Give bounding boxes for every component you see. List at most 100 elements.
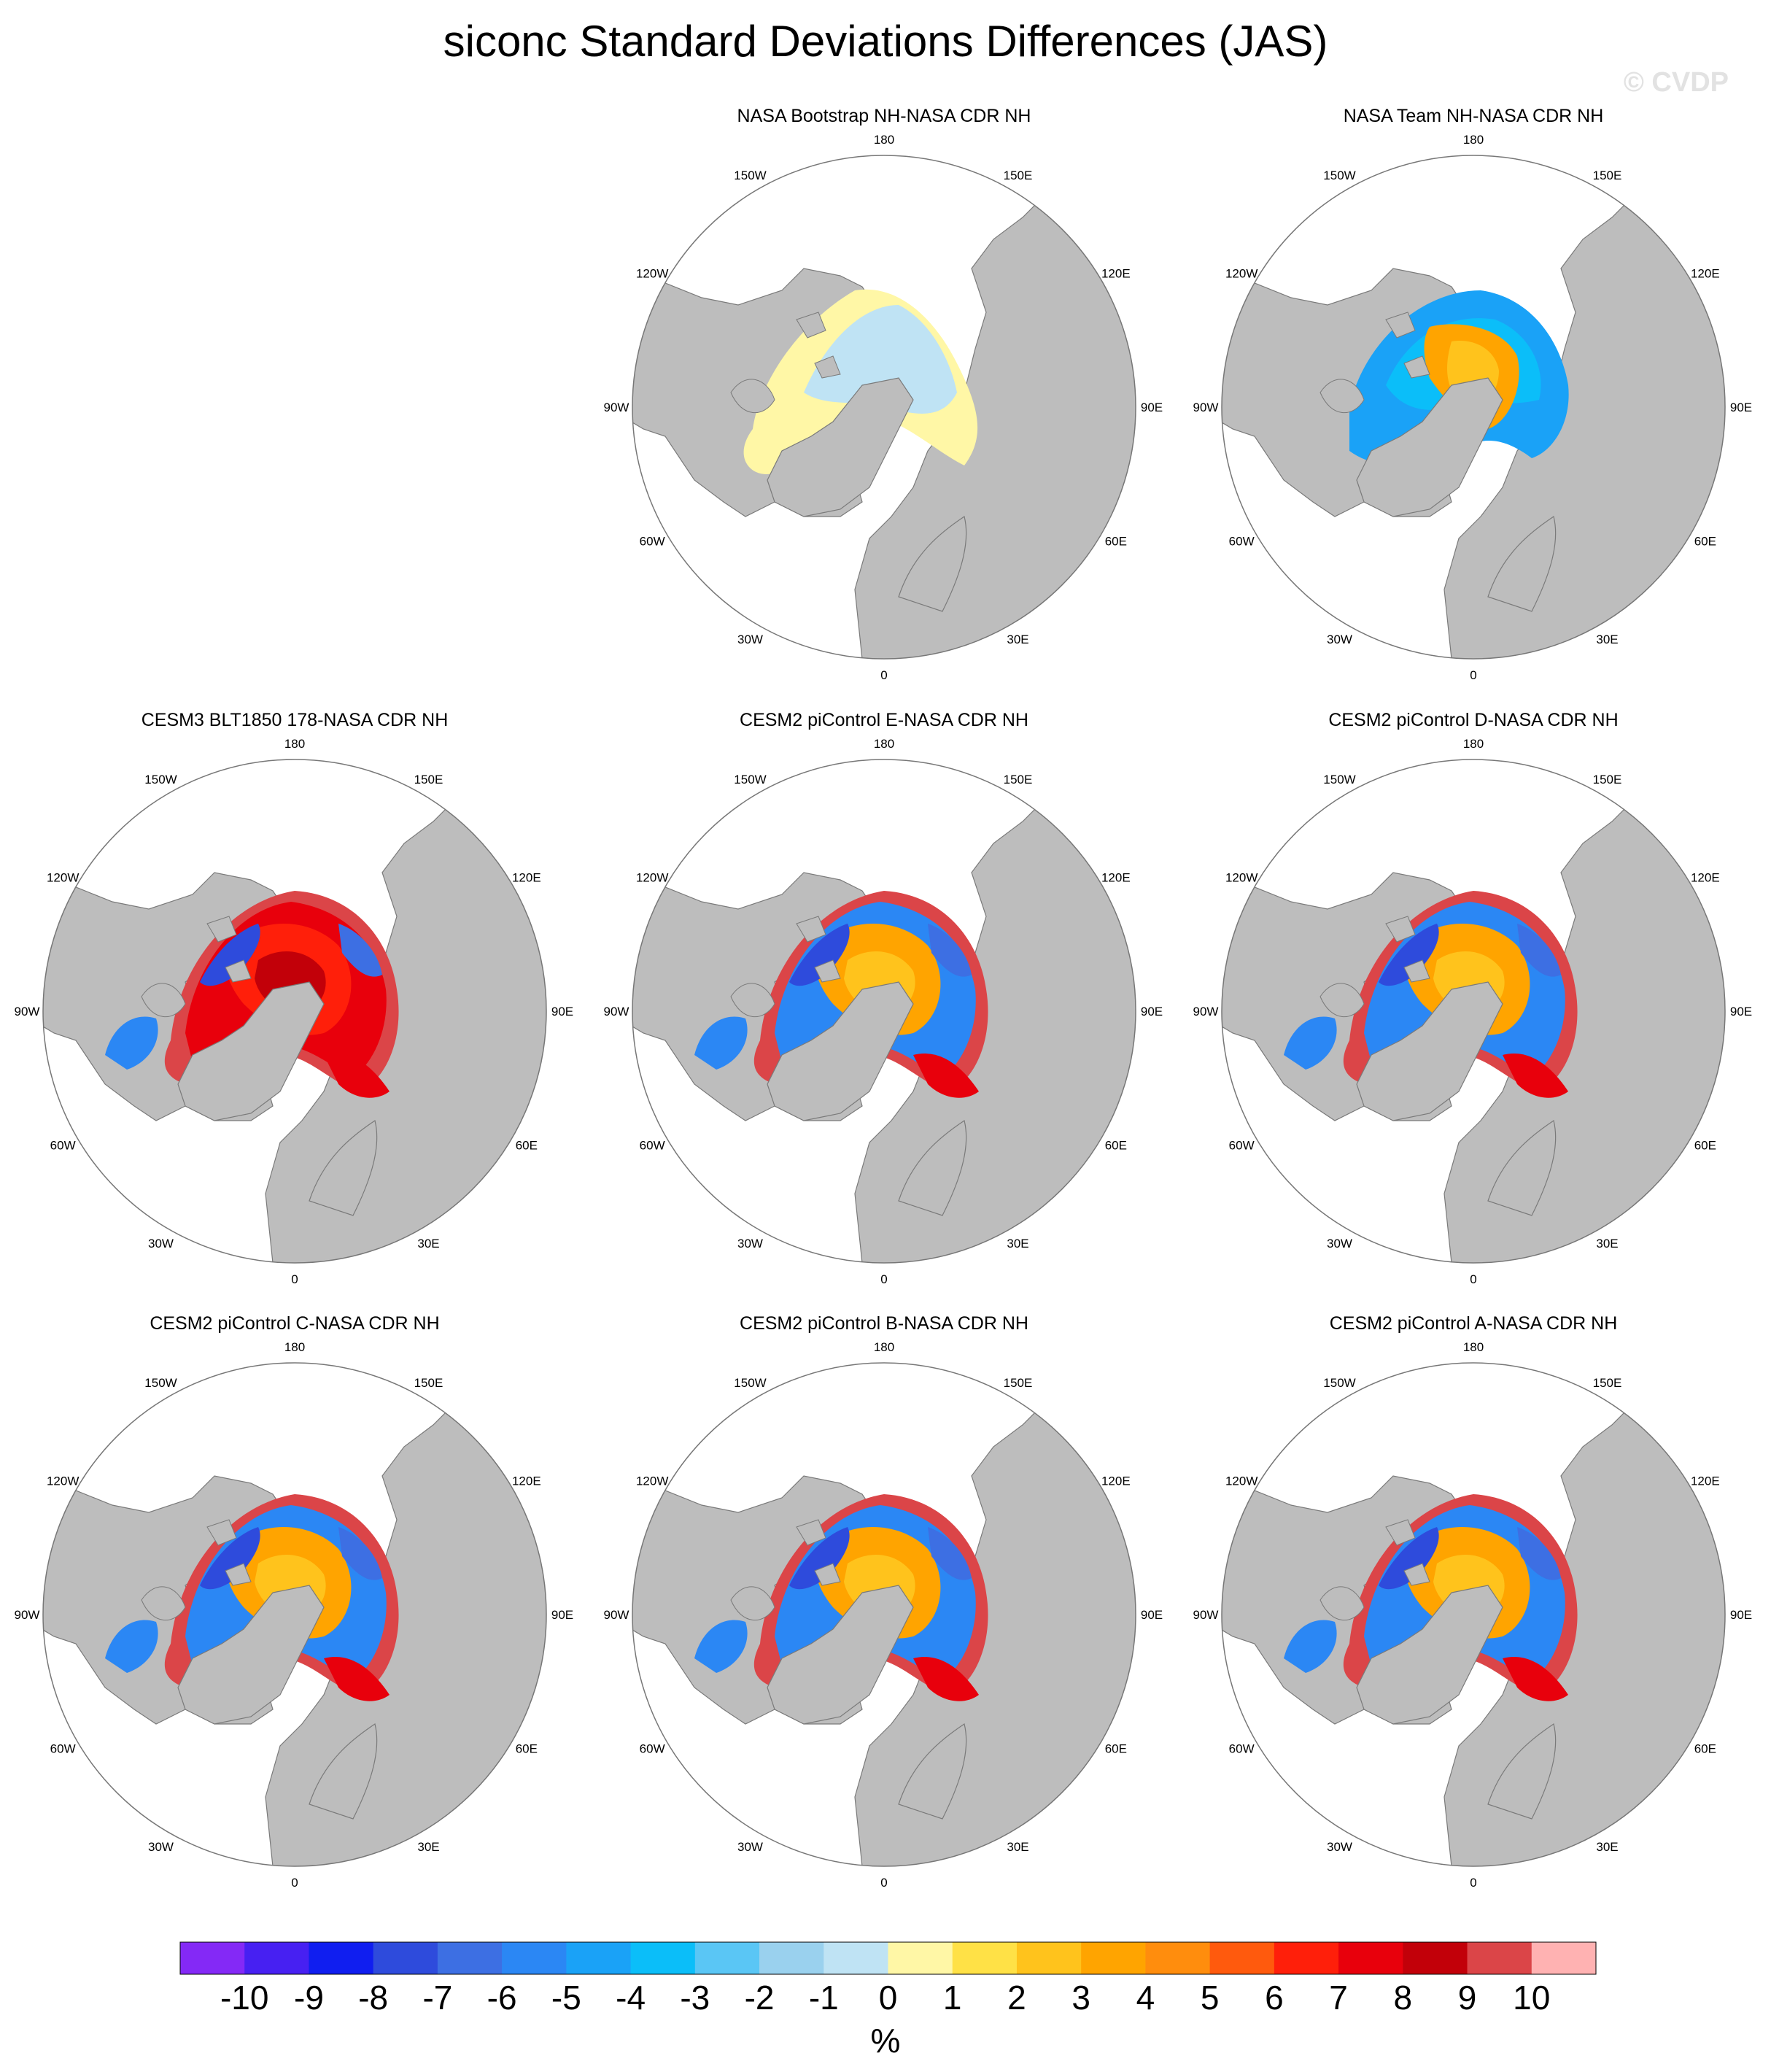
scandinavia-land <box>1487 1120 1557 1216</box>
polar-map: 180 150E 120E 90E 60E 30E 0 30W 60W 90W 120W 150W <box>1193 133 1753 681</box>
colorbar-swatch <box>630 1942 696 1974</box>
colorbar-swatch <box>888 1942 953 1974</box>
colorbar-units: % <box>870 2022 901 2060</box>
longitude-label: 30E <box>1596 633 1618 646</box>
longitude-label: 120W <box>47 871 79 885</box>
longitude-label: 0 <box>291 1272 298 1285</box>
panel-title: CESM3 BLT1850 178-NASA CDR NH <box>141 710 449 730</box>
colorbar-tick-label: 6 <box>1265 1979 1284 2017</box>
colorbar-swatch <box>437 1942 503 1974</box>
longitude-label: 150E <box>1593 169 1622 182</box>
colorbar-swatch <box>180 1942 245 1974</box>
colorbar-tick-label: -8 <box>358 1979 388 2017</box>
longitude-label: 150E <box>1004 1376 1033 1390</box>
colorbar-swatch <box>373 1942 438 1974</box>
longitude-label: 30W <box>148 1840 174 1854</box>
panel-title: CESM2 piControl D-NASA CDR NH <box>1328 710 1619 730</box>
longitude-label: 120W <box>636 871 668 885</box>
longitude-label: 150W <box>734 169 766 182</box>
colorbar-tick-label: -4 <box>616 1979 646 2017</box>
longitude-label: 90E <box>1730 1005 1752 1018</box>
map-panel: CESM2 piControl E-NASA CDR NH 180 150E 120E… <box>589 710 1179 1285</box>
greenland-land <box>767 377 914 517</box>
longitude-label: 120E <box>512 1474 541 1488</box>
longitude-label: 120W <box>636 1474 668 1488</box>
longitude-label: 90W <box>1193 1005 1219 1018</box>
panel-title: CESM2 piControl E-NASA CDR NH <box>740 710 1028 730</box>
longitude-label: 60W <box>640 1742 665 1756</box>
colorbar-swatch <box>1467 1942 1532 1974</box>
colorbar-tick-label: -7 <box>422 1979 452 2017</box>
longitude-label: 60E <box>516 1139 538 1153</box>
longitude-label: 90E <box>1730 1608 1752 1622</box>
longitude-label: 180 <box>874 1340 894 1354</box>
longitude-label: 120E <box>1101 871 1131 885</box>
map-boundary <box>632 759 1136 1264</box>
colorbar-swatch <box>244 1942 309 1974</box>
longitude-label: 150W <box>144 1376 177 1390</box>
scandinavia-land <box>898 1723 967 1820</box>
longitude-label: 150E <box>414 773 443 786</box>
longitude-label: 0 <box>880 1272 887 1285</box>
figure-title: siconc Standard Deviations Differences (… <box>443 17 1328 66</box>
colorbar-tick-label: 2 <box>1007 1979 1026 2017</box>
colorbar-frame <box>179 1941 1597 1975</box>
longitude-label: 90W <box>604 1608 629 1622</box>
greenland-land <box>1356 981 1503 1121</box>
longitude-label: 60W <box>1229 1742 1255 1756</box>
longitude-label: 90E <box>1730 401 1752 414</box>
longitude-label: 150W <box>734 1376 766 1390</box>
longitude-label: 60E <box>1694 1742 1716 1756</box>
longitude-label: 60E <box>1105 535 1127 549</box>
longitude-label: 30W <box>737 633 763 646</box>
scandinavia-land <box>1487 1723 1557 1820</box>
colorbar-tick-label: -6 <box>487 1979 517 2017</box>
longitude-label: 150E <box>1593 773 1622 786</box>
longitude-label: 0 <box>1470 668 1476 681</box>
greenland-land <box>177 1585 325 1725</box>
longitude-label: 30E <box>417 1840 439 1854</box>
longitude-label: 180 <box>874 737 894 751</box>
colorbar-tick-label: 7 <box>1329 1979 1348 2017</box>
longitude-label: 30W <box>1327 1237 1352 1250</box>
longitude-label: 90E <box>551 1608 573 1622</box>
longitude-label: 120E <box>1691 1474 1720 1488</box>
longitude-label: 60W <box>640 1139 665 1153</box>
colorbar-swatch <box>1338 1942 1403 1974</box>
longitude-label: 150E <box>1593 1376 1622 1390</box>
greenland-land <box>767 981 914 1121</box>
colorbar-tick-label: -3 <box>680 1979 710 2017</box>
colorbar-swatch <box>694 1942 760 1974</box>
colorbar-tick-label: 0 <box>879 1979 898 2017</box>
longitude-label: 30E <box>1596 1840 1618 1854</box>
colorbar-tick-label: -10 <box>220 1979 268 2017</box>
colorbar-tick-label: 5 <box>1201 1979 1220 2017</box>
panel-title: CESM2 piControl C-NASA CDR NH <box>150 1313 440 1334</box>
longitude-label: 180 <box>284 737 305 751</box>
longitude-label: 180 <box>1463 133 1484 147</box>
longitude-label: 90E <box>551 1005 573 1018</box>
longitude-label: 60W <box>640 535 665 549</box>
longitude-label: 90W <box>15 1005 40 1018</box>
colorbar-swatch <box>1274 1942 1339 1974</box>
map-boundary <box>1221 759 1726 1264</box>
longitude-label: 0 <box>1470 1876 1476 1888</box>
colorbar-swatch <box>1016 1942 1082 1974</box>
colorbar-tick-label: 1 <box>943 1979 962 2017</box>
map-panel: NASA Team NH-NASA CDR NH 180 150E 120E 90E 60… <box>1179 106 1768 681</box>
longitude-label: 180 <box>284 1340 305 1354</box>
longitude-label: 60E <box>1694 535 1716 549</box>
longitude-label: 30E <box>1007 1237 1028 1250</box>
colorbar-tick-label: -5 <box>551 1979 581 2017</box>
colorbar-tick-label: -9 <box>294 1979 324 2017</box>
scandinavia-land <box>898 516 967 612</box>
greenland-land <box>1356 1585 1503 1725</box>
longitude-label: 150W <box>144 773 177 786</box>
longitude-label: 90E <box>1141 1608 1163 1622</box>
panel-title: CESM2 piControl B-NASA CDR NH <box>740 1313 1028 1334</box>
longitude-label: 30W <box>737 1840 763 1854</box>
colorbar-swatch <box>759 1942 824 1974</box>
map-boundary <box>1221 155 1726 660</box>
panel-title: CESM2 piControl A-NASA CDR NH <box>1329 1313 1618 1334</box>
